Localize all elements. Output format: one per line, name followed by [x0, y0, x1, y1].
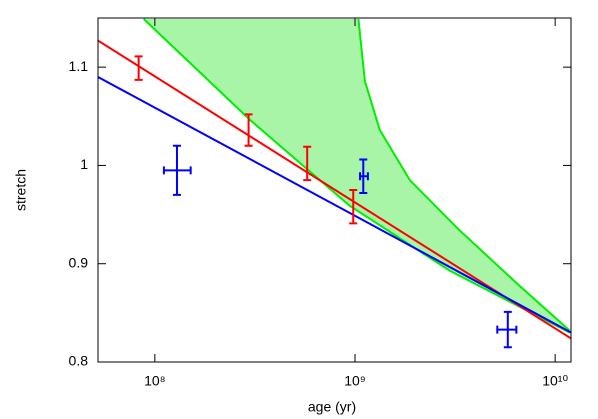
y-tick-label: 1: [80, 156, 88, 172]
y-axis-label: stretch: [13, 169, 29, 211]
y-tick-label: 1.1: [69, 58, 89, 74]
band-area: [143, 18, 570, 333]
x-axis-label: age (yr): [308, 399, 356, 415]
plot-frame: [97, 17, 572, 363]
x-tick-label: 10⁸: [144, 373, 166, 389]
y-tick-label: 0.9: [69, 254, 89, 270]
fit-line: [98, 39, 571, 340]
band-edge: [357, 18, 571, 332]
fit-line: [98, 76, 571, 334]
x-tick-label: 10¹⁰: [542, 373, 568, 389]
plot-area: [98, 18, 571, 340]
band-edge: [143, 18, 570, 334]
data-point: [349, 189, 358, 225]
x-error-bar: [496, 325, 518, 334]
data-point: [359, 158, 369, 194]
data-point: [244, 113, 253, 147]
data-point: [496, 310, 518, 349]
y-error-bar: [244, 113, 253, 147]
y-tick-label: 0.8: [69, 353, 89, 369]
x-tick-label: 10⁹: [344, 373, 366, 389]
y-error-bar: [303, 145, 312, 182]
y-error-bar: [134, 55, 143, 81]
x-error-bar: [359, 172, 369, 181]
data-point: [162, 144, 192, 196]
data-point: [134, 55, 143, 81]
x-error-bar: [162, 166, 192, 175]
data-point: [303, 145, 312, 182]
y-error-bar: [349, 189, 358, 225]
